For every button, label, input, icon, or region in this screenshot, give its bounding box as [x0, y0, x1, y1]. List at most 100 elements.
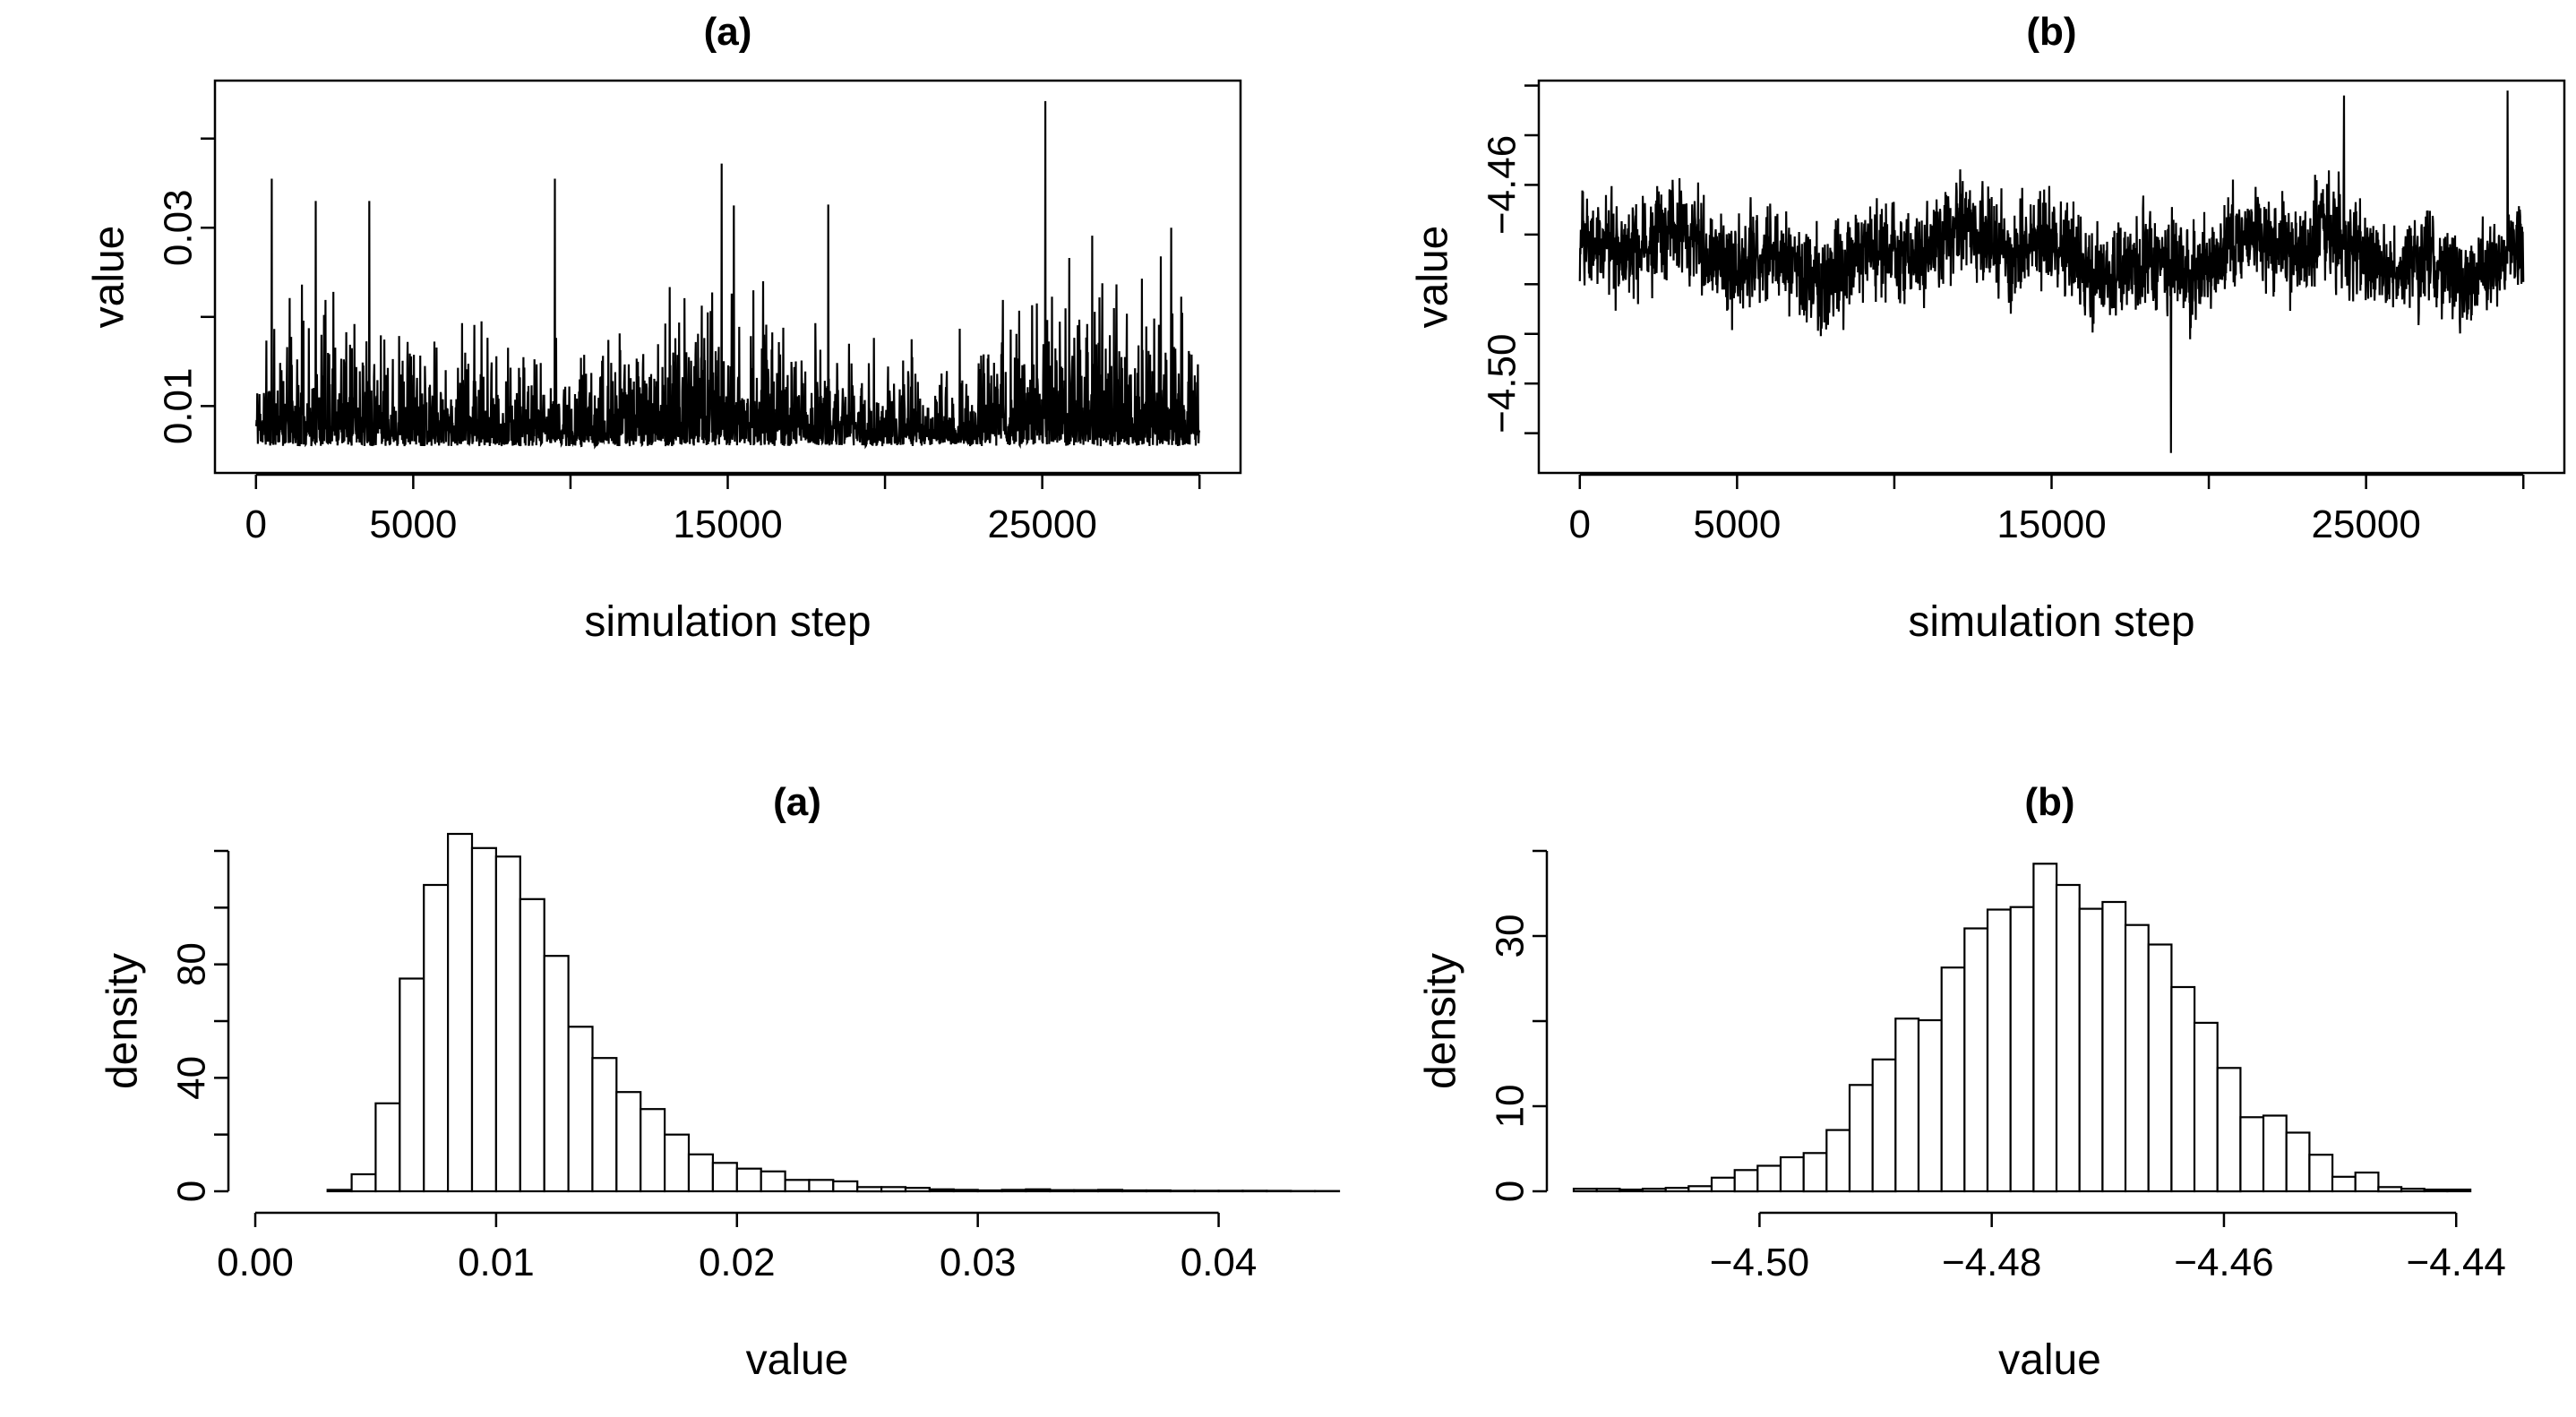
- x-tick-label: 0.01: [458, 1241, 535, 1284]
- histogram-bar: [952, 1189, 979, 1193]
- histogram-bars: [326, 832, 1341, 1193]
- histogram-bar: [808, 1179, 835, 1193]
- histogram-bar: [904, 1187, 931, 1193]
- histogram-bar: [2308, 1154, 2334, 1193]
- histogram-bar: [1710, 1176, 1736, 1193]
- panel-hist-b: (b) 0 10 30 density −4.50 −4.48 −4.46 −4.44 value: [1418, 780, 2506, 1384]
- panel-trace-b: (b) −4.50 −4.46 value 0 5000 15000 25000 simulat…: [1410, 10, 2566, 646]
- x-tick-label: 0.00: [217, 1241, 294, 1284]
- histogram-bar: [423, 883, 450, 1193]
- histogram-bar: [399, 977, 425, 1193]
- histogram-bar: [1940, 966, 1966, 1193]
- histogram-bar: [640, 1108, 666, 1193]
- histogram-bar: [2124, 923, 2150, 1193]
- x-axis-label: simulation step: [1908, 598, 2194, 646]
- y-tick-label: 0.03: [157, 189, 201, 266]
- histogram-bar: [350, 1172, 377, 1193]
- histogram-bar: [470, 846, 497, 1193]
- histogram-bar: [663, 1133, 691, 1193]
- histogram-bar: [2262, 1114, 2288, 1193]
- x-tick-label: −4.50: [1710, 1241, 1809, 1284]
- histogram-bar: [2216, 1067, 2242, 1193]
- x-tick-label: 25000: [987, 502, 1096, 546]
- plot-frame: [1537, 79, 2566, 475]
- histogram-bar: [567, 1026, 594, 1193]
- histogram-bar: [1025, 1188, 1052, 1193]
- x-tick-label: 0: [1569, 502, 1591, 546]
- histogram-bar: [1073, 1189, 1100, 1193]
- y-axis-label: value: [1410, 226, 1457, 329]
- x-tick-label: −4.48: [1942, 1241, 2041, 1284]
- x-tick-label: −4.46: [2174, 1241, 2273, 1284]
- histogram-bar: [2354, 1171, 2380, 1193]
- histogram-bar: [832, 1180, 859, 1193]
- histogram-bar: [687, 1153, 714, 1193]
- histogram-bar: [1217, 1189, 1244, 1193]
- histogram-bar: [1619, 1188, 1644, 1193]
- y-tick-label: 0: [1489, 1181, 1533, 1202]
- chart-title: (b): [2026, 10, 2076, 54]
- x-axis-label: value: [1998, 1336, 2101, 1384]
- x-tick-label: 15000: [1996, 502, 2106, 546]
- x-tick-label: 15000: [673, 502, 782, 546]
- histogram-bar: [543, 955, 570, 1193]
- histogram-bar: [2400, 1188, 2426, 1193]
- histogram-bar: [856, 1186, 883, 1193]
- y-tick-label: 0.01: [157, 368, 201, 445]
- histogram-bar: [735, 1167, 762, 1193]
- chart-title: (a): [773, 780, 821, 824]
- x-tick-label: 25000: [2311, 502, 2420, 546]
- histogram-bar: [1894, 1018, 1920, 1193]
- histogram-bar: [2032, 863, 2058, 1193]
- histogram-bar: [1241, 1189, 1268, 1193]
- histogram-bar: [2170, 985, 2196, 1193]
- chart-title: (b): [2024, 780, 2074, 824]
- histogram-bar: [2101, 900, 2127, 1193]
- histogram-bar: [1664, 1187, 1690, 1193]
- histogram-bar: [1641, 1188, 1667, 1193]
- histogram-bar: [1193, 1189, 1220, 1193]
- histogram-bar: [711, 1162, 738, 1193]
- trace-line: [254, 100, 1201, 450]
- histogram-bar: [1266, 1189, 1292, 1193]
- histogram-bar: [326, 1189, 353, 1193]
- y-axis-label: value: [86, 226, 133, 329]
- histogram-bar: [447, 832, 474, 1193]
- histogram-bar: [928, 1188, 955, 1193]
- y-tick-label: 0: [170, 1181, 214, 1202]
- histogram-bar: [1572, 1188, 1598, 1193]
- histogram-bar: [2423, 1188, 2449, 1193]
- histogram-bar: [2377, 1186, 2403, 1193]
- histogram-bar: [591, 1057, 618, 1193]
- histogram-bar: [1756, 1164, 1782, 1193]
- histogram-bar: [2239, 1116, 2265, 1193]
- histogram-bar: [1733, 1169, 1759, 1193]
- histogram-bar: [2285, 1131, 2311, 1193]
- x-axis-label: value: [746, 1336, 849, 1384]
- y-tick-label: 80: [170, 942, 214, 986]
- histogram-bar: [2331, 1175, 2357, 1193]
- y-tick-label: 40: [170, 1056, 214, 1100]
- x-tick-label: 0.04: [1181, 1241, 1258, 1284]
- histogram-bar: [784, 1179, 811, 1193]
- histogram-bar: [519, 897, 545, 1193]
- histogram-bar: [374, 1102, 401, 1193]
- histogram-bar: [2078, 907, 2104, 1193]
- x-tick-label: 0.02: [699, 1241, 776, 1284]
- histogram-bar: [2193, 1021, 2219, 1193]
- y-tick-label: −4.50: [1481, 334, 1524, 434]
- y-tick-label: −4.46: [1481, 135, 1524, 235]
- x-tick-label: 0: [245, 502, 267, 546]
- histogram-bars: [1572, 863, 2472, 1193]
- histogram-bar: [1848, 1084, 1874, 1193]
- histogram-bar: [1986, 908, 2012, 1193]
- histogram-bar: [2147, 943, 2173, 1193]
- x-tick-label: 5000: [1693, 502, 1781, 546]
- histogram-bar: [494, 855, 521, 1193]
- panel-trace-a: (a) 0.01 0.03 value 0 5000 15000 25000 simulatio…: [86, 10, 1242, 646]
- histogram-bar: [1595, 1188, 1621, 1193]
- histogram-bar: [615, 1091, 642, 1193]
- x-tick-label: 5000: [369, 502, 457, 546]
- y-axis-label: density: [1418, 953, 1465, 1089]
